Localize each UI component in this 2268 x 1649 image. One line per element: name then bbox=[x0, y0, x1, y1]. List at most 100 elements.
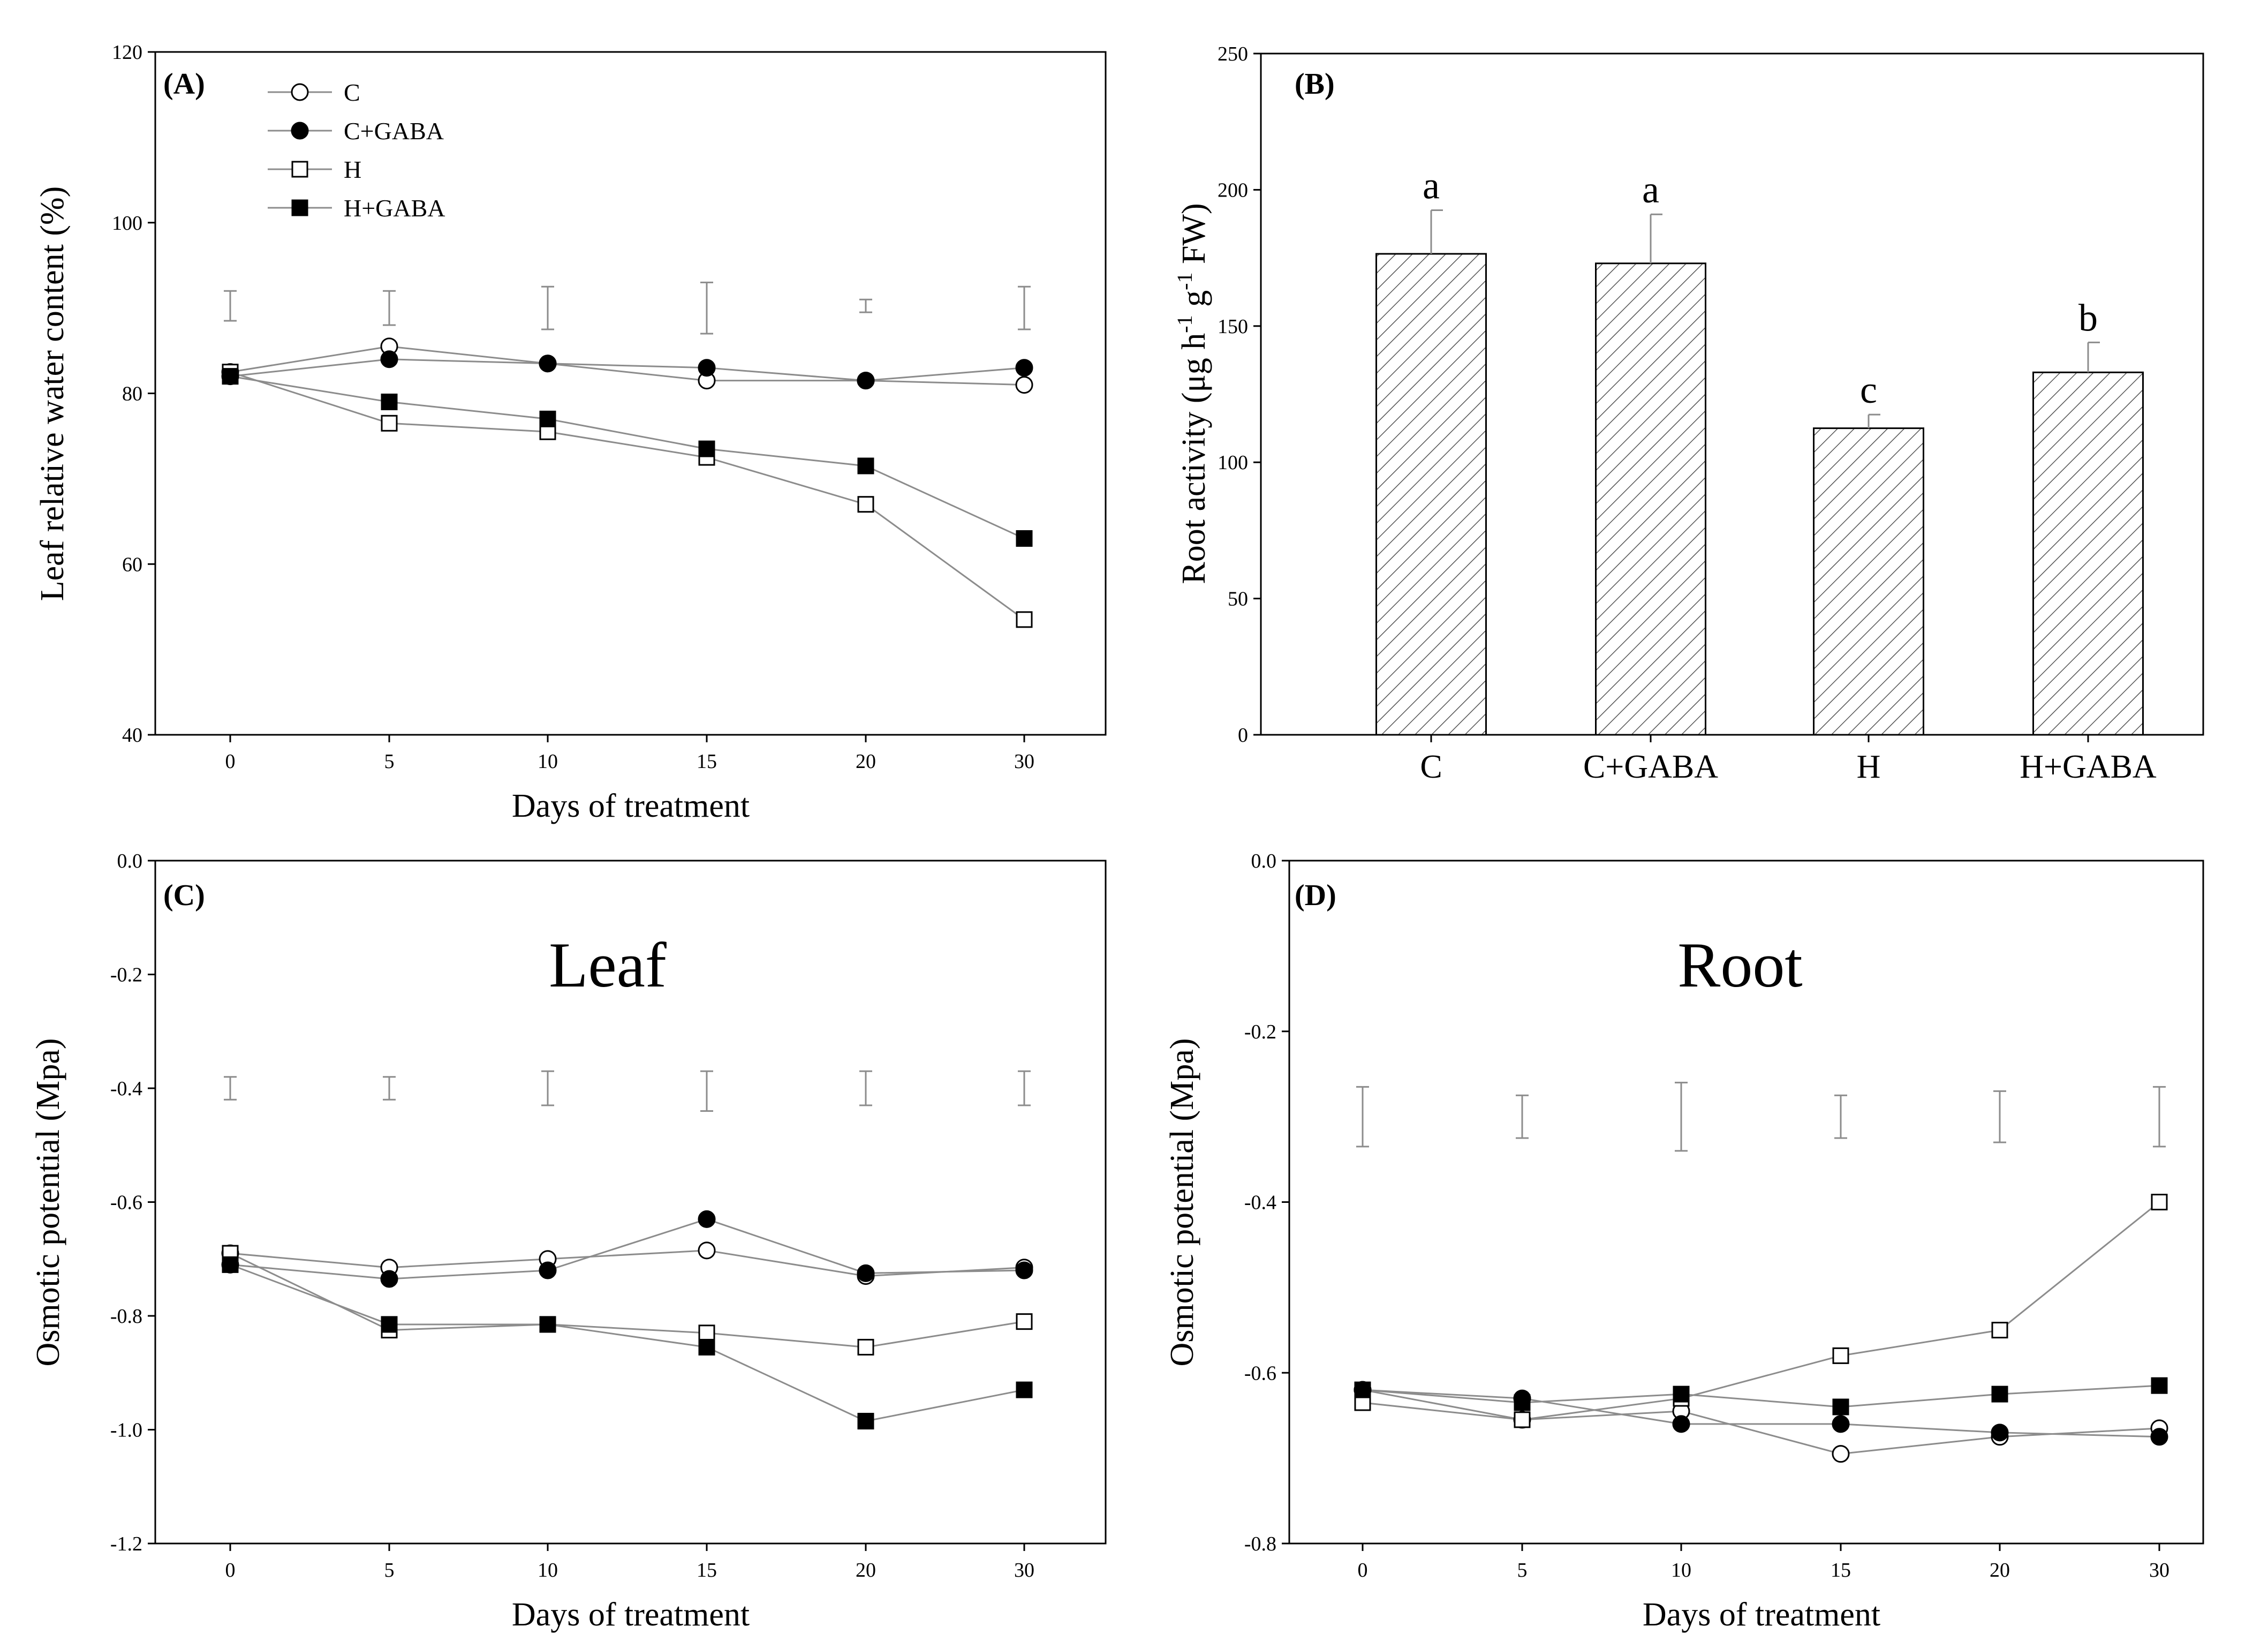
panel-c-x-tick-label: 30 bbox=[1014, 1559, 1034, 1582]
panel-a-point-c-gaba bbox=[698, 359, 716, 377]
panel-a-point-c-gaba bbox=[380, 350, 398, 368]
panel-d-point-h-gaba bbox=[1354, 1381, 1371, 1398]
panel-c-y-tick-label: 0.0 bbox=[117, 850, 143, 872]
panel-a-point-h bbox=[857, 496, 874, 513]
panel-d-error-bar bbox=[1516, 1094, 1529, 1139]
panel-d-x-axis-title: Days of treatment bbox=[1643, 1597, 1880, 1633]
panel-d-root-label: Root bbox=[1677, 929, 1802, 1000]
panel-a-y-tick-label: 100 bbox=[112, 212, 142, 235]
panel-c-y-tick-label: -0.8 bbox=[110, 1305, 142, 1328]
panel-d-y-tick-label: 0.0 bbox=[1251, 850, 1277, 872]
panel-b-significance-letter: a bbox=[1423, 164, 1440, 207]
panel-b-plot-frame bbox=[1260, 52, 2204, 736]
panel-b-bar-h bbox=[1813, 427, 1924, 736]
panel-a-y-tick-label: 40 bbox=[122, 724, 142, 747]
panel-b-y-title-part-3: FW) bbox=[1176, 203, 1212, 272]
panel-b-category-label: C+GABA bbox=[1583, 749, 1718, 785]
panel-d-series-line-c-gaba bbox=[1362, 1389, 2160, 1438]
panel-d-x-tick-label: 15 bbox=[1831, 1559, 1851, 1582]
panel-c-series-line-h bbox=[230, 1252, 1025, 1348]
panel-a-point-h-gaba bbox=[1016, 530, 1033, 547]
panel-a-series-line-c bbox=[230, 345, 1025, 386]
panel-a-x-tick-label: 5 bbox=[384, 750, 395, 773]
panel-c-x-tick-label: 20 bbox=[856, 1559, 876, 1582]
panel-b-bar-c bbox=[1375, 253, 1487, 736]
panel-a-point-c bbox=[1015, 376, 1033, 394]
panel-c-point-c-gaba bbox=[539, 1261, 557, 1279]
panel-a-point-h-gaba bbox=[857, 457, 874, 475]
panel-b-y-tick-label: 150 bbox=[1218, 315, 1248, 338]
panel-d-letter: (D) bbox=[1295, 879, 1336, 912]
legend-marker bbox=[291, 122, 309, 140]
panel-d-point-h-gaba bbox=[2151, 1377, 2168, 1394]
panel-c-point-h bbox=[698, 1324, 715, 1342]
legend-label: C+GABA bbox=[344, 117, 444, 145]
panel-c-point-h-gaba bbox=[539, 1316, 556, 1333]
panel-d-x-tick-label: 20 bbox=[1990, 1559, 2010, 1582]
panel-a-error-bar bbox=[700, 281, 713, 335]
panel-d-point-c-gaba bbox=[1991, 1424, 2009, 1442]
panel-d-y-tick-label: -0.2 bbox=[1244, 1021, 1276, 1043]
panel-b-y-tick-label: 100 bbox=[1218, 451, 1248, 474]
panel-c-chart: (C) Leaf Days of treatment Osmotic poten… bbox=[30, 850, 1107, 1633]
panel-c-x-tick-label: 5 bbox=[384, 1559, 395, 1582]
panel-c-y-axis-title: Osmotic potential (Mpa) bbox=[30, 1038, 66, 1367]
panel-c-error-bar bbox=[383, 1076, 396, 1101]
panel-c-y-tick-label: -0.4 bbox=[110, 1078, 142, 1100]
panel-c-point-h-gaba bbox=[381, 1316, 398, 1333]
panel-d-y-axis-title: Osmotic potential (Mpa) bbox=[1164, 1038, 1200, 1367]
panel-a-point-c-gaba bbox=[539, 355, 557, 373]
panel-a-error-bar bbox=[541, 285, 554, 330]
panel-c-point-h bbox=[1016, 1313, 1033, 1330]
legend-item: C+GABA bbox=[268, 117, 444, 145]
panel-c-point-c-gaba bbox=[698, 1210, 716, 1228]
panel-d-point-c bbox=[1832, 1445, 1850, 1463]
panel-a-x-tick-label: 30 bbox=[1014, 750, 1034, 773]
panel-d-point-h-gaba bbox=[1832, 1398, 1849, 1415]
panel-c-error-bar bbox=[541, 1070, 554, 1106]
panel-b-category-label: H bbox=[1857, 749, 1881, 785]
panel-b-significance-letter: a bbox=[1642, 168, 1659, 211]
panel-a-chart: (A) Days of treatment Leaf relative wate… bbox=[34, 41, 1107, 824]
panel-c-point-h-gaba bbox=[1016, 1381, 1033, 1398]
panel-a-point-h bbox=[381, 415, 398, 432]
legend-item: H bbox=[268, 156, 361, 183]
panel-d-series-line-h bbox=[1362, 1201, 2160, 1421]
panel-c-y-tick-label: -1.0 bbox=[110, 1419, 142, 1442]
panel-c-y-tick-label: -0.2 bbox=[110, 964, 142, 987]
panel-b-y-title-exp-1: -1 bbox=[1173, 315, 1197, 333]
panel-d-point-h-gaba bbox=[1514, 1394, 1531, 1411]
legend-label: H bbox=[344, 156, 361, 183]
panel-a-y-tick-label: 120 bbox=[112, 41, 142, 64]
panel-d-error-bar bbox=[2153, 1086, 2166, 1148]
panel-c-series-line-h-gaba bbox=[230, 1263, 1025, 1422]
panel-d-y-tick-label: -0.8 bbox=[1244, 1533, 1276, 1555]
panel-d-point-h bbox=[1514, 1411, 1531, 1428]
panel-c-point-h-gaba bbox=[222, 1256, 239, 1273]
panel-d-error-bar bbox=[1993, 1090, 2006, 1143]
legend-label: C bbox=[344, 79, 360, 106]
panel-a-y-axis-title: Leaf relative water content (%) bbox=[34, 186, 71, 601]
panel-b-significance-letter: b bbox=[2078, 296, 2098, 339]
panel-b-bar-h-gaba bbox=[2032, 371, 2144, 736]
panel-d-series-line-c bbox=[1362, 1389, 2160, 1455]
panel-c-point-c bbox=[698, 1241, 716, 1260]
panel-b-y-title-part-1: Root activity (μg h bbox=[1176, 333, 1212, 584]
panel-c-series-line-c-gaba bbox=[230, 1218, 1025, 1280]
panel-a-y-tick-label: 60 bbox=[122, 553, 142, 576]
panel-d-chart: (D) Root Days of treatment Osmotic poten… bbox=[1164, 850, 2204, 1633]
panel-a-point-h-gaba bbox=[381, 393, 398, 410]
panel-d-point-c-gaba bbox=[2150, 1428, 2168, 1446]
panel-c-point-c-gaba bbox=[857, 1264, 875, 1282]
panel-a-x-tick-label: 10 bbox=[538, 750, 558, 773]
panel-a-legend: C C+GABA H H+GABA bbox=[268, 79, 445, 222]
panel-b-y-tick-label: 0 bbox=[1238, 724, 1248, 747]
panel-a-point-h-gaba bbox=[222, 368, 239, 385]
panel-c-error-bar bbox=[859, 1070, 872, 1106]
panel-d-point-h-gaba bbox=[1673, 1386, 1690, 1403]
panel-d-x-tick-label: 10 bbox=[1671, 1559, 1691, 1582]
legend-marker bbox=[291, 83, 309, 101]
panel-c-x-tick-label: 10 bbox=[538, 1559, 558, 1582]
panel-d-x-tick-label: 0 bbox=[1358, 1559, 1368, 1582]
